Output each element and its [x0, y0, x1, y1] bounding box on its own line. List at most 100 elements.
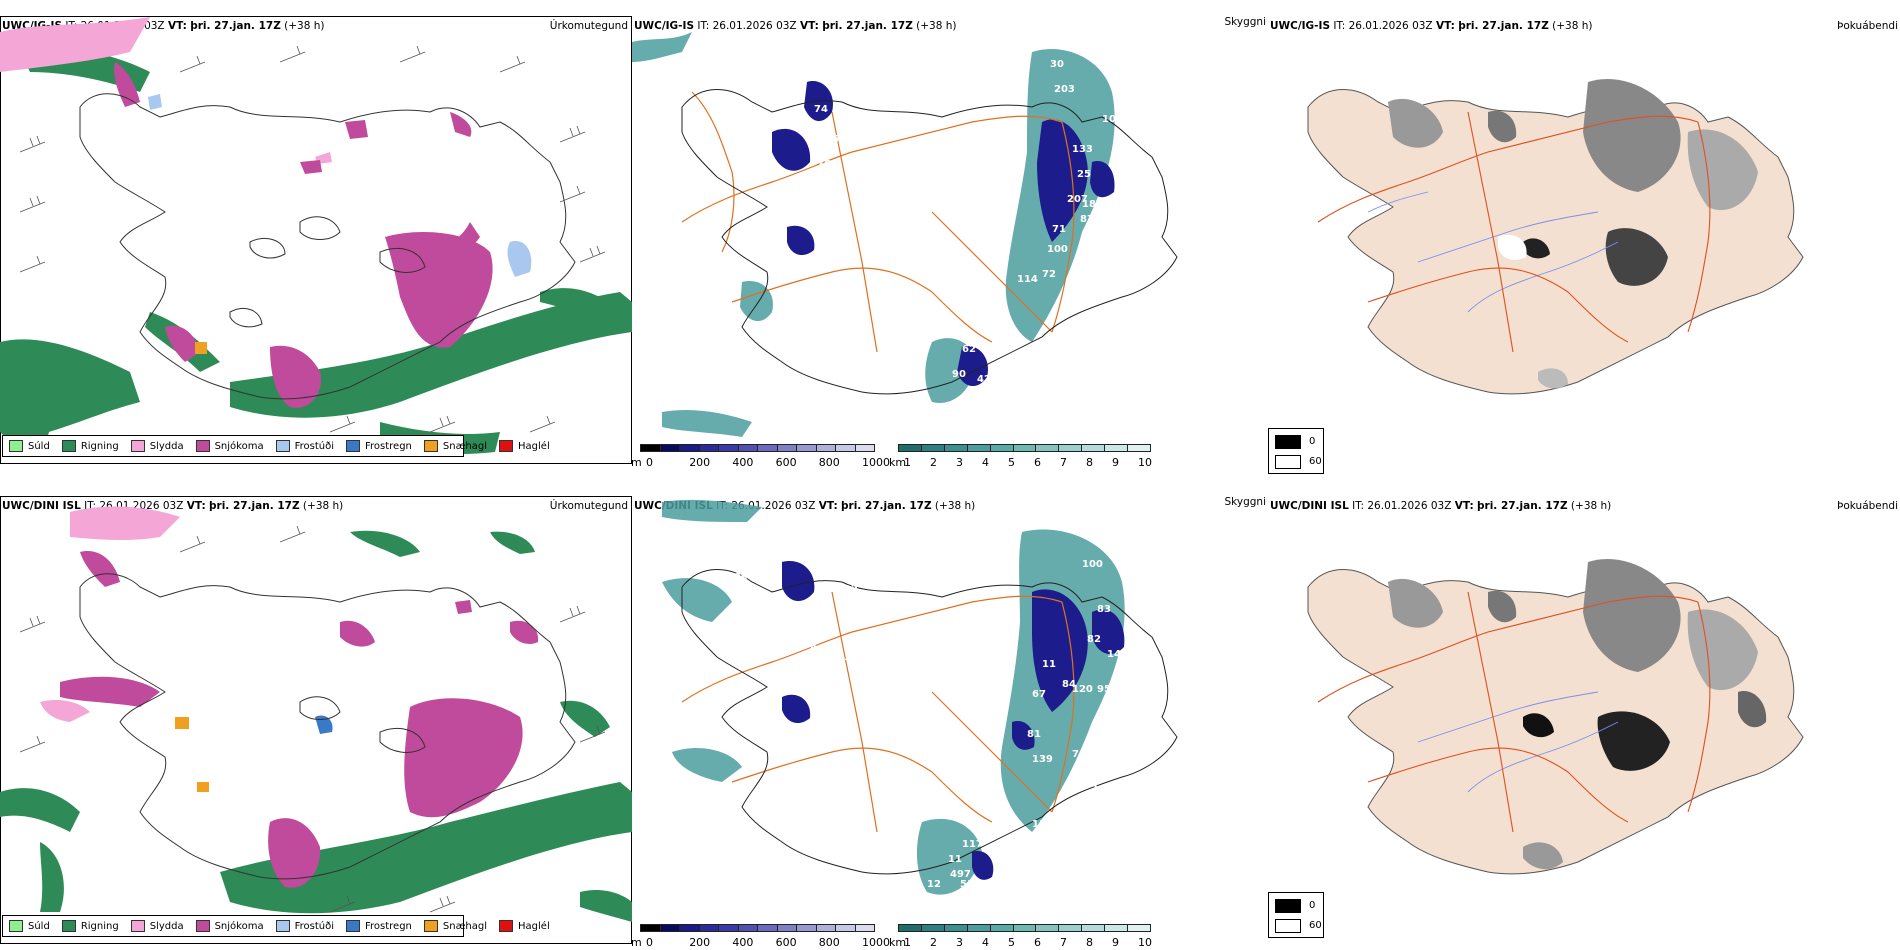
country-outline [681, 89, 1178, 395]
panel-header: UWC/DINI ISL IT: 26.01.2026 03Z VT: þri.… [2, 500, 344, 512]
roads [1317, 591, 1711, 833]
colorbar-tick: 1 [904, 936, 911, 949]
snow-areas [114, 62, 493, 408]
colorbar-segment [1035, 444, 1060, 452]
colorbar-tick: 8 [1086, 456, 1093, 469]
colorbar-segment [854, 924, 875, 932]
colorbar-tick: 9 [1112, 456, 1119, 469]
visibility-value-label: 84 [1062, 679, 1076, 690]
legend-swatch [499, 440, 514, 452]
country-outline [79, 93, 576, 400]
colorbar-segment [737, 444, 758, 452]
visibility-value-label: 71 [1052, 224, 1066, 235]
colorbar-segment [698, 444, 719, 452]
colorbar-segment [854, 444, 875, 452]
colorbar-tick: 0 [646, 936, 653, 949]
visibility-value-label: 147 [1107, 649, 1128, 660]
colorbar-tick: 400 [732, 456, 754, 469]
colorbar-tick: 200 [689, 456, 711, 469]
visibility-value-label: 114 [1017, 274, 1038, 285]
visibility-value-label: 119 [1032, 819, 1053, 830]
visibility-value-label: 92 [844, 584, 858, 595]
panel-header: UWC/DINI ISL IT: 26.01.2026 03Z VT: þri.… [1270, 500, 1612, 512]
colorbar-tick: 10 [1138, 936, 1152, 949]
legend-item: Súld [9, 440, 50, 452]
legend-label: Slydda [149, 440, 184, 452]
colorbar-segment [757, 444, 778, 452]
fog-grey-areas [1388, 78, 1758, 389]
sleet-areas [0, 17, 332, 164]
legend-swatch [130, 440, 145, 452]
colorbar-segment [659, 444, 680, 452]
legend-item: Slydda [130, 440, 184, 452]
legend-swatch [346, 920, 360, 932]
precip-legend: Súld Rigning Slydda Snjókoma Frostúði Frostre… [2, 915, 550, 937]
fog-panel-row1: UWC/IG-IS IT: 26.01.2026 03Z VT: þri. 27… [1268, 12, 1900, 474]
fog-legend-swatch [1275, 899, 1301, 913]
visibility-value-label: 11 [948, 854, 962, 865]
colorbar-segment [989, 924, 1014, 932]
colorbar-segment [966, 924, 991, 932]
visibility-value-label: 24 [1057, 849, 1071, 860]
colorbar-tick: 800 [818, 936, 840, 949]
colorbar-tick: 5 [1008, 456, 1015, 469]
visibility-value-label: 74 [814, 104, 828, 115]
colorbar-tick: 7 [1060, 456, 1067, 469]
visibility-value-label: 299 [727, 572, 748, 583]
visibility-value-label: 82 [1087, 634, 1101, 645]
colorbar-segment [920, 924, 945, 932]
ice-pellet-areas [195, 342, 207, 354]
precip-map [0, 17, 632, 454]
visibility-value-label: 87 [1080, 214, 1094, 225]
fog-legend-label: 60 [1309, 920, 1322, 931]
visibility-value-label: 108 [1102, 114, 1123, 125]
colorbar-segment [1081, 444, 1106, 452]
legend-item: Frostregn [346, 440, 412, 452]
legend-swatch [61, 920, 76, 932]
colorbar-tick: 1 [904, 456, 911, 469]
colorbar-tick: 1000 [862, 936, 890, 949]
visibility-value-label: 90 [952, 369, 966, 380]
legend-item: Snæhagl [423, 920, 487, 932]
visibility-value-label: 139 [1032, 754, 1053, 765]
visibility-value-label: 95 [1097, 684, 1111, 695]
visibility-value-label: 100 [1047, 244, 1068, 255]
colorbar-segment [1081, 924, 1106, 932]
legend-label: Frostregn [365, 920, 412, 932]
visibility-value-label: 97 [1117, 664, 1131, 675]
colorbar-unit: m [631, 456, 642, 469]
rain-areas [0, 48, 632, 454]
colorbar-segment [815, 444, 836, 452]
visibility-value-label: 72 [1042, 269, 1056, 280]
visibility-value-label: 72 [1027, 864, 1041, 875]
legend-label: Haglél [518, 920, 550, 932]
visibility-value-label: 60 [782, 629, 796, 640]
colorbar-segment [1127, 924, 1151, 932]
ice-pellet-areas [175, 717, 209, 792]
colorbar-segment [815, 924, 836, 932]
visibility-value-label: 497 [950, 869, 971, 880]
legend-item: Snjókoma [195, 440, 264, 452]
colorbar-segment [1012, 444, 1037, 452]
fog-panel-row2: UWC/DINI ISL IT: 26.01.2026 03Z VT: þri.… [1268, 492, 1900, 944]
legend-swatch [195, 440, 210, 452]
colorbar-segment [679, 924, 700, 932]
legend-item: Haglél [499, 440, 550, 452]
visibility-value-label: 133 [1072, 144, 1093, 155]
colorbar-segment [1104, 444, 1129, 452]
legend-item: Rigning [61, 920, 119, 932]
legend-item: Snjókoma [195, 920, 264, 932]
colorbar-segment [796, 924, 817, 932]
visibility-value-label: 86 [810, 644, 824, 655]
rivers [1367, 191, 1619, 313]
legend-swatch [275, 440, 290, 452]
visibility-value-label: 139 [830, 714, 851, 725]
colorbar-segment [718, 924, 739, 932]
fog-legend-swatch [1275, 455, 1301, 469]
colorbar-tick: 5 [1008, 936, 1015, 949]
country-outline [681, 569, 1178, 875]
panel-title: Skyggni [1224, 16, 1267, 28]
visibility-value-label: 98 [827, 654, 841, 665]
colorbar-segment [718, 444, 739, 452]
